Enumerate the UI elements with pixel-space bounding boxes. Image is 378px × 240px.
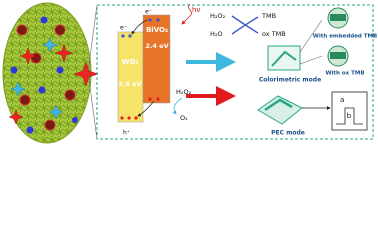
reactant: H₂O₂ [176,88,192,96]
plot-label-a: a [340,96,344,104]
bivo4-gap: 2.4 eV [145,42,168,50]
particle [2,2,99,144]
h2o: H₂O [210,30,223,38]
h2o2: H₂O₂ [210,12,226,20]
plot-label-b: b [347,112,352,120]
wo3-label: WO₃ [122,58,139,66]
hole-label: h⁺ [123,130,130,137]
holes [120,97,160,120]
bivo4-band [142,14,171,104]
tmb: TMB [261,12,276,20]
ox-label: With ox TMB [325,71,364,77]
ox-tmb: ox TMB [262,30,286,38]
embedded-label: With embedded TMB [313,34,377,40]
colorimetric-label: Colorimetric mode [259,77,321,84]
electron-transfer [131,19,148,35]
hole-transfer [137,100,155,117]
wo3-gap: 2.6 eV [118,80,141,88]
electron-label: e⁻ [145,9,152,16]
zoom-lines [87,4,98,140]
cross-arrows [231,15,259,35]
electrons [121,18,160,38]
electron-label: e⁻ [120,25,127,32]
bivo4-label: BiVO₄ [146,26,168,34]
graphic-abstract: WO₃ 2.6 eV BiVO₄ 2.4 eV e⁻ e⁻ h⁺ hν H₂O₂… [2,2,377,144]
reaction-arrow [172,97,183,115]
light-label: hν [192,6,200,14]
pec-label: PEC mode [271,130,305,137]
wo3-band [117,31,144,123]
light-arrow [181,3,192,25]
product: O₂ [180,114,188,122]
detail-box [96,4,374,140]
